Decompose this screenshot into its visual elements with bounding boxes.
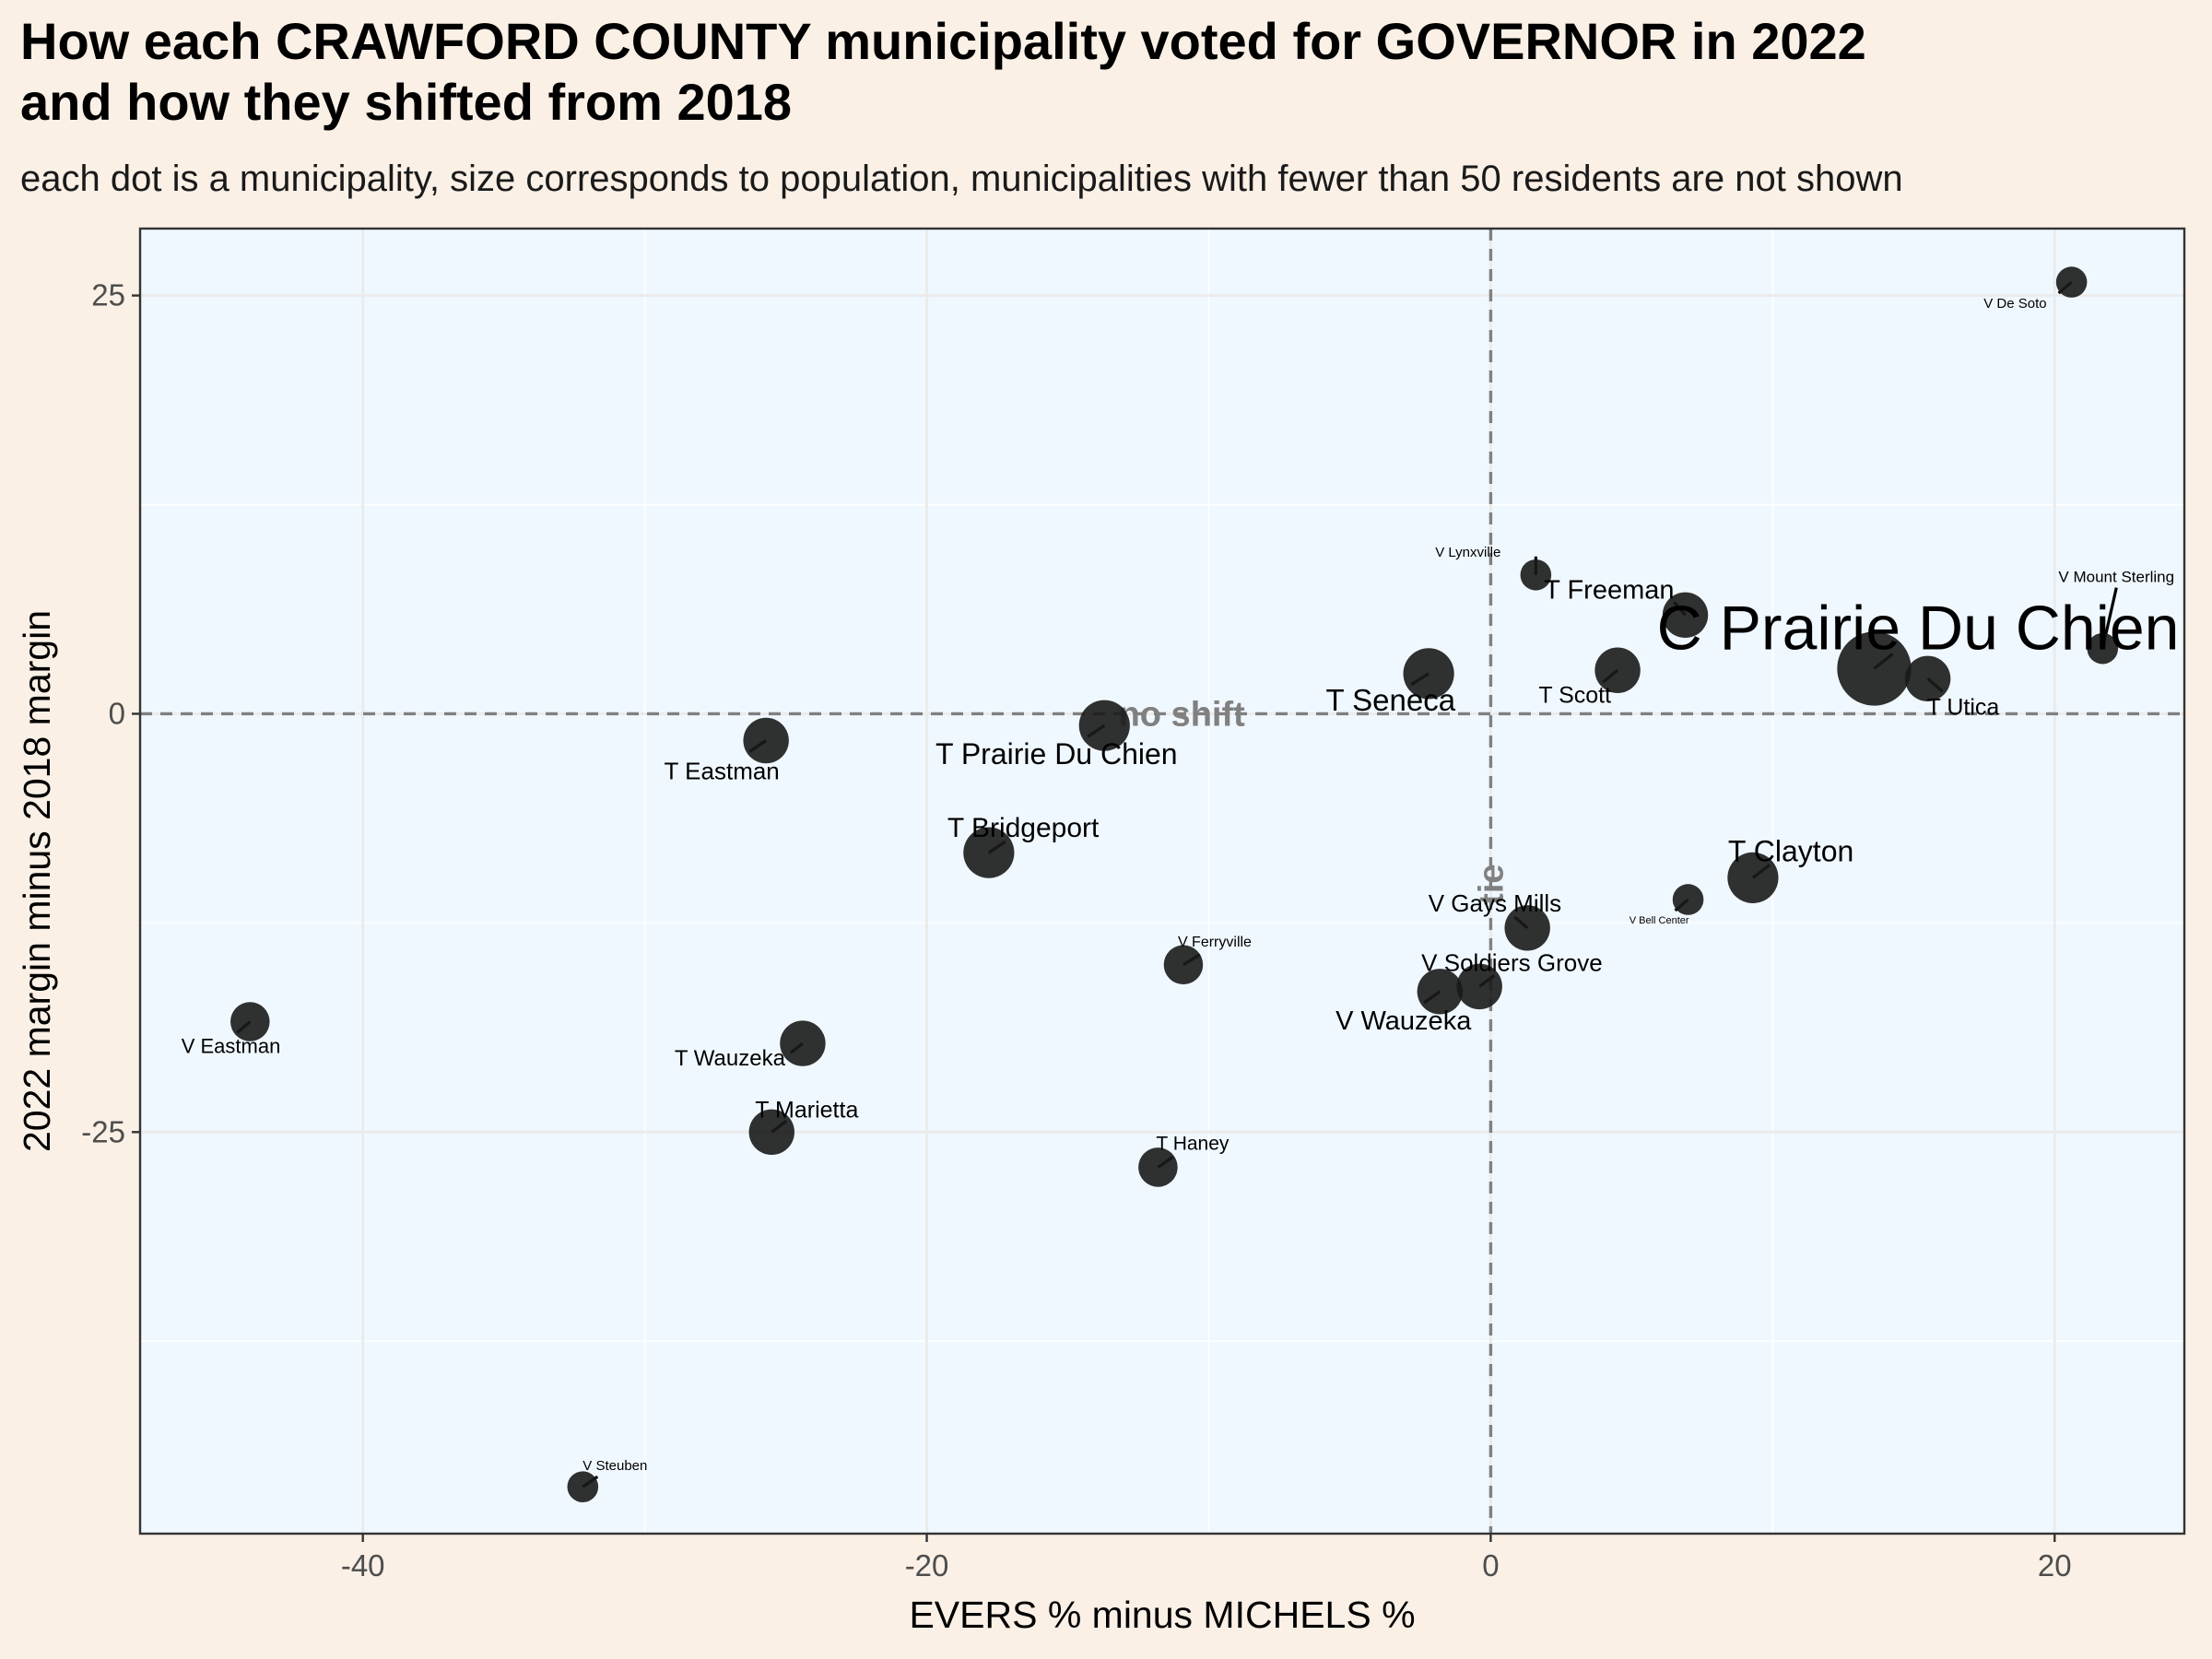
point-label: V Ferryville	[1178, 935, 1252, 950]
tie-label: tie	[1472, 864, 1511, 904]
point-label: T Haney	[1156, 1133, 1229, 1154]
y-tick-label: -25	[81, 1114, 125, 1148]
data-point	[567, 1471, 599, 1502]
point-label: V Soldiers Grove	[1421, 948, 1603, 976]
chart-subtitle: each dot is a municipality, size corresp…	[20, 159, 1903, 199]
point-label: T Utica	[1927, 694, 2000, 720]
point-label: T Eastman	[665, 758, 780, 785]
point-label: T Clayton	[1728, 834, 1853, 867]
point-label: V Mount Sterling	[2058, 569, 2174, 586]
data-points	[230, 266, 2119, 1502]
data-point	[1504, 905, 1550, 951]
point-label: T Seneca	[1325, 683, 1455, 717]
point-label: T Scott	[1538, 682, 1611, 708]
x-axis-title: EVERS % minus MICHELS %	[909, 1594, 1415, 1636]
data-point	[1520, 559, 1552, 591]
y-axis-title: 2022 margin minus 2018 margin	[16, 610, 58, 1152]
y-tick-label: 25	[91, 278, 125, 312]
data-point	[2087, 632, 2119, 665]
data-point	[1904, 655, 1951, 702]
x-tick-label: 20	[2038, 1548, 2072, 1583]
x-tick-label: 0	[1482, 1548, 1499, 1583]
data-point	[1672, 884, 1704, 915]
data-point	[1837, 631, 1912, 706]
point-label: V Gays Mills	[1429, 889, 1561, 917]
data-point	[1456, 963, 1502, 1010]
point-label: T Marietta	[755, 1097, 858, 1123]
point-label: V Eastman	[182, 1034, 281, 1057]
data-point	[1163, 945, 1204, 985]
point-label: V De Soto	[1983, 296, 2046, 312]
point-label: T Wauzeka	[675, 1046, 786, 1071]
data-point	[1727, 852, 1779, 903]
data-point	[780, 1020, 826, 1066]
data-point	[1417, 969, 1464, 1015]
axes: -40 -20 0 20 25 0 -25	[81, 278, 2071, 1583]
point-label: V Lynxville	[1435, 545, 1500, 560]
point-label: T Prairie Du Chien	[935, 737, 1178, 771]
y-tick-label: 0	[109, 696, 125, 730]
data-point	[963, 827, 1015, 878]
data-point	[1403, 648, 1454, 700]
data-point	[2055, 266, 2088, 298]
data-point	[1078, 700, 1130, 751]
point-label: T Bridgeport	[947, 813, 1100, 843]
data-point	[230, 1002, 270, 1041]
point-label: V Steuben	[582, 1458, 647, 1474]
data-point	[748, 1109, 794, 1156]
point-label: V Wauzeka	[1335, 1006, 1472, 1036]
point-labels: C Prairie Du Chien T Seneca T Prairie Du C…	[182, 296, 2180, 1474]
chart-title: How each CRAWFORD COUNTY municipality vo…	[20, 12, 1866, 131]
data-point	[1138, 1147, 1178, 1187]
plot-frame	[138, 227, 2186, 1535]
point-label: T Freeman	[1544, 575, 1674, 605]
data-point	[1662, 592, 1709, 639]
data-point	[1594, 647, 1641, 693]
x-tick-label: -20	[905, 1548, 949, 1583]
plot-panel	[140, 229, 2184, 1534]
data-point	[743, 717, 789, 764]
point-label: V Bell Center	[1630, 915, 1689, 926]
point-label: C Prairie Du Chien	[1657, 593, 2180, 663]
x-tick-label: -40	[341, 1548, 385, 1583]
reference-lines: no shift tie	[140, 229, 2184, 1534]
no-shift-label: no shift	[1119, 695, 1246, 734]
